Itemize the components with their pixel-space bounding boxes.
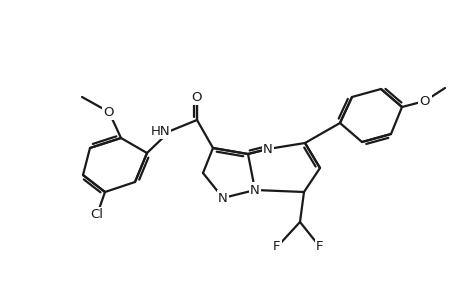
Text: O: O <box>104 106 114 118</box>
Text: N: N <box>263 142 272 155</box>
Text: O: O <box>419 94 429 107</box>
Text: Cl: Cl <box>90 208 103 221</box>
Text: HN: HN <box>150 124 170 137</box>
Text: O: O <box>191 91 202 103</box>
Text: F: F <box>316 241 323 254</box>
Text: N: N <box>218 191 227 205</box>
Text: N: N <box>250 184 259 196</box>
Text: F: F <box>273 241 280 254</box>
